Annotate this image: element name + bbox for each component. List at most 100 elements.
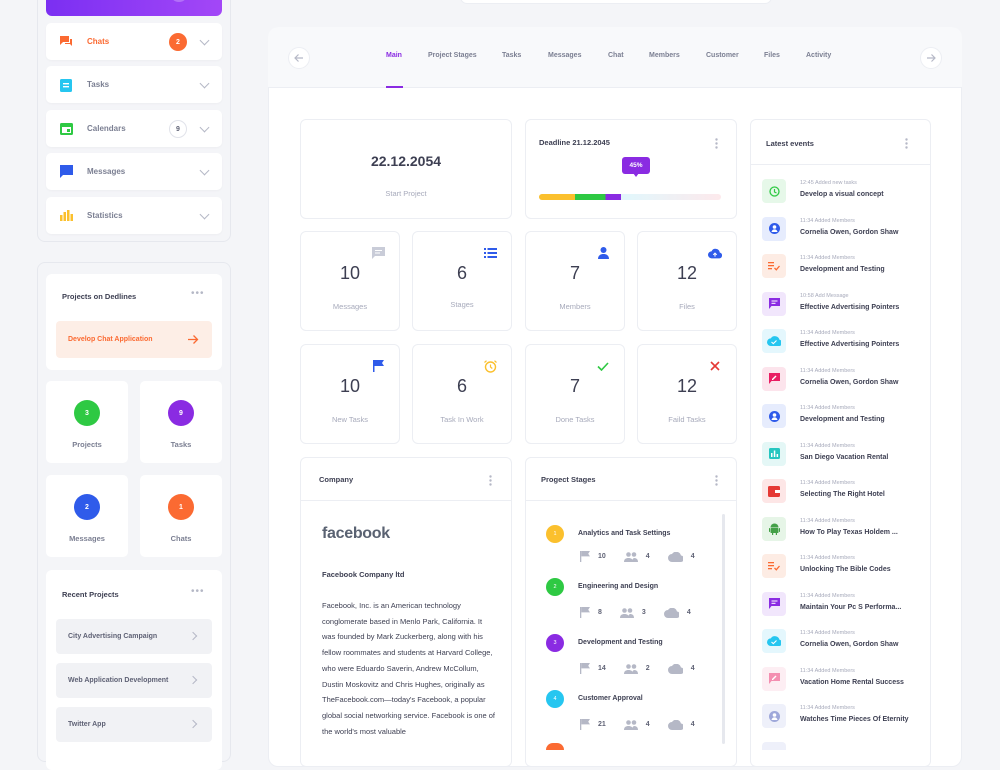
cloud-icon xyxy=(667,719,683,730)
stage-name: Analytics and Task Settings xyxy=(578,530,671,537)
prev-arrow-icon[interactable] xyxy=(288,47,310,69)
tab-files[interactable]: Files xyxy=(764,52,780,59)
tab-members[interactable]: Members xyxy=(649,52,680,59)
counter-messages[interactable]: 10 Messages xyxy=(300,231,400,331)
sidebar-item-chats[interactable]: Chats 2 xyxy=(46,23,222,60)
tab-project-stages[interactable]: Project Stages xyxy=(428,52,477,59)
tab-messages[interactable]: Messages xyxy=(548,52,582,59)
stage-name: Customer Approval xyxy=(578,695,643,702)
event-meta: 12:45 Added new tasks xyxy=(800,180,857,186)
event-item[interactable]: 11:34 Added Members Development and Testi… xyxy=(762,404,932,434)
next-arrow-icon[interactable] xyxy=(920,47,942,69)
stage-files: 4 xyxy=(686,609,691,616)
flag-icon xyxy=(580,663,590,674)
calendars-badge: 9 xyxy=(169,120,187,138)
stage-files: 4 xyxy=(690,553,695,560)
tab-tasks[interactable]: Tasks xyxy=(502,52,522,59)
stat-count: 2 xyxy=(74,494,100,520)
sidebar-item-label: Tasks xyxy=(87,80,110,89)
more-vertical-icon[interactable] xyxy=(905,136,908,154)
checklist-icon xyxy=(762,254,786,278)
events-title: Latest events xyxy=(766,139,814,148)
alarm-icon xyxy=(483,359,497,373)
event-item[interactable]: 12:45 Added new tasks Develop a visual co… xyxy=(762,179,932,209)
stage-item[interactable]: 4 Customer Approval 21 4 4 xyxy=(546,690,721,738)
people-icon xyxy=(623,719,638,730)
search-bar[interactable] xyxy=(460,0,772,4)
tab-customer[interactable]: Customer xyxy=(706,52,739,59)
event-meta: 11:34 Added Members xyxy=(800,217,855,224)
active-menu-header[interactable] xyxy=(46,0,222,16)
stage-files: 4 xyxy=(690,721,695,728)
sidebar-item-calendars[interactable]: Calendars 9 xyxy=(46,110,222,147)
stat-projects[interactable]: 3 Projects xyxy=(46,381,128,463)
message-edit-icon xyxy=(762,666,786,691)
event-item[interactable]: 10:58 Add Message Effective Advertising P… xyxy=(762,291,932,322)
event-item[interactable]: 11:34 Added Members Cornelia Owen, Gordon… xyxy=(762,629,932,659)
stat-chats[interactable]: 1 Chats xyxy=(140,475,222,557)
stage-item[interactable]: 1 Analytics and Task Settings 10 4 4 xyxy=(546,525,721,573)
counter-failed-tasks[interactable]: 12 Faild Tasks xyxy=(637,344,737,444)
event-title: Selecting The Right Hotel xyxy=(800,491,885,498)
person-icon xyxy=(762,704,786,728)
sidebar-item-tasks[interactable]: Tasks xyxy=(46,66,222,103)
event-item[interactable]: 11:34 Added Members How To Play Texas Hol… xyxy=(762,516,932,547)
event-item[interactable]: 11:34 Added Members Unlocking The Bible C… xyxy=(762,554,932,584)
start-project-card: 22.12.2054 Start Project xyxy=(300,119,512,219)
tab-chat[interactable]: Chat xyxy=(608,52,624,59)
event-meta: 11:34 Added Members xyxy=(800,517,855,524)
cloud-check-icon xyxy=(762,329,786,353)
event-title: Unlocking The Bible Codes xyxy=(800,566,891,573)
counter-task-in-work[interactable]: 6 Task In Work xyxy=(412,344,512,444)
checklist-icon xyxy=(762,554,786,578)
stat-messages[interactable]: 2 Messages xyxy=(46,475,128,557)
stages-scrollbar[interactable] xyxy=(722,514,725,744)
event-meta: 11:34 Added Members xyxy=(800,592,855,599)
card-divider xyxy=(751,164,930,165)
event-item[interactable]: 11:34 Added Members Watches Time Pieces O… xyxy=(762,704,932,734)
sidebar-item-statistics[interactable]: Statistics xyxy=(46,197,222,234)
counter-files[interactable]: 12 Files xyxy=(637,231,737,331)
recent-project-item[interactable]: Web Application Development xyxy=(56,663,212,698)
event-item[interactable]: 11:34 Added Members Effective Advertising… xyxy=(762,329,932,359)
counter-done-tasks[interactable]: 7 Done Tasks xyxy=(525,344,625,444)
more-vertical-icon[interactable] xyxy=(489,473,492,491)
more-vertical-icon[interactable] xyxy=(715,136,718,154)
more-icon[interactable]: ••• xyxy=(191,288,205,299)
stage-number: 3 xyxy=(546,634,564,652)
event-item[interactable]: 11:34 Added Members Development and Testi… xyxy=(762,254,932,284)
event-title: Cornelia Owen, Gordon Shaw xyxy=(800,378,899,386)
event-item[interactable]: 11:34 Added Members San Diego Vacation Re… xyxy=(762,441,932,472)
event-item[interactable]: 11:34 Added Members Selecting The Right H… xyxy=(762,479,932,509)
stage-stats: 21 4 4 xyxy=(580,719,713,730)
stage-name: Engineering and Design xyxy=(578,583,659,590)
company-card: Company facebook Facebook Company ltd Fa… xyxy=(300,457,512,767)
company-description: Facebook, Inc. is an American technology… xyxy=(322,601,496,736)
event-title: Cornelia Owen, Gordon Shaw xyxy=(800,641,899,648)
deadlines-title: Projects on Dedlines xyxy=(62,292,137,301)
counter-stages[interactable]: 6 Stages xyxy=(412,231,512,331)
event-item[interactable]: 11:34 Added Members Cornelia Owen, Gordon… xyxy=(762,216,932,247)
counter-members[interactable]: 7 Members xyxy=(525,231,625,331)
event-item[interactable]: 11:34 Added Members Maintain Your Pc S Pe… xyxy=(762,591,932,622)
recent-project-label: Web Application Development xyxy=(68,677,169,684)
more-vertical-icon[interactable] xyxy=(715,473,718,491)
tab-main[interactable]: Main xyxy=(386,52,402,59)
counter-new-tasks[interactable]: 10 New Tasks xyxy=(300,344,400,444)
event-title: How To Play Texas Holdem ... xyxy=(800,528,898,536)
event-item[interactable]: 11:34 Added Members Vacation Home Rental … xyxy=(762,666,932,697)
flag-icon xyxy=(371,359,385,373)
more-icon[interactable]: ••• xyxy=(191,586,205,597)
recent-project-item[interactable]: Twitter App xyxy=(56,707,212,742)
stage-number-partial xyxy=(546,743,564,750)
tab-activity[interactable]: Activity xyxy=(806,52,832,59)
stage-item[interactable]: 3 Development and Testing 14 2 4 xyxy=(546,634,721,682)
deadline-item[interactable]: Develop Chat Application xyxy=(56,321,212,358)
stage-number: 2 xyxy=(546,578,564,596)
stat-tasks[interactable]: 9 Tasks xyxy=(140,381,222,463)
recent-project-item[interactable]: City Advertising Campaign xyxy=(56,619,212,654)
sidebar-item-messages[interactable]: Messages xyxy=(46,153,222,190)
stage-item[interactable]: 2 Engineering and Design 8 3 4 xyxy=(546,578,721,626)
event-item[interactable]: 11:34 Added Members Cornelia Owen, Gordon… xyxy=(762,366,932,397)
chevron-right-icon xyxy=(188,675,198,685)
